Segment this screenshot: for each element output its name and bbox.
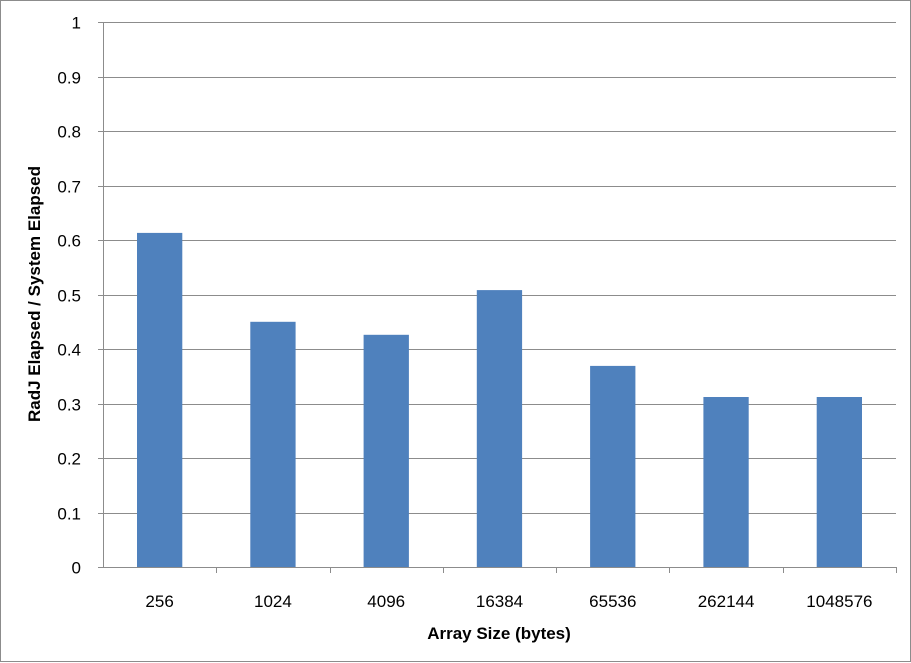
x-tick-label: 262144 xyxy=(698,592,755,611)
y-tick-labels: 0 0.1 0.2 0.3 0.4 0.5 0.6 0.7 0.8 0.9 1 xyxy=(57,14,81,578)
y-tick-label: 0.6 xyxy=(57,232,81,251)
bar-256 xyxy=(137,232,183,567)
y-axis-title: RadJ Elapsed / System Elapsed xyxy=(25,166,44,422)
x-tick-label: 1024 xyxy=(254,592,292,611)
x-axis-title: Array Size (bytes) xyxy=(427,624,571,643)
bar-65536 xyxy=(590,365,636,567)
bar-1048576 xyxy=(816,397,862,567)
y-tick-label: 0.7 xyxy=(57,178,81,197)
x-tick-label: 65536 xyxy=(589,592,636,611)
y-tick-label: 0.2 xyxy=(57,450,81,469)
y-tick-label: 0.1 xyxy=(57,505,81,524)
bar-16384 xyxy=(476,290,523,567)
y-tick-label: 0 xyxy=(72,559,81,578)
x-tick-label: 256 xyxy=(145,592,173,611)
bar-series xyxy=(137,232,862,568)
y-tick-label: 1 xyxy=(72,14,81,33)
y-tick-label: 0.8 xyxy=(57,123,81,142)
y-tick-label: 0.9 xyxy=(57,69,81,88)
bar-1024 xyxy=(250,321,296,568)
x-tick-labels: 256 1024 4096 16384 65536 262144 1048576 xyxy=(145,592,872,611)
y-tick-label: 0.5 xyxy=(57,287,81,306)
x-tick-label: 16384 xyxy=(476,592,523,611)
x-tick-label: 4096 xyxy=(367,592,405,611)
y-tick-label: 0.3 xyxy=(57,396,81,415)
x-tick-label: 1048576 xyxy=(806,592,872,611)
bar-4096 xyxy=(363,334,409,567)
y-tick-label: 0.4 xyxy=(57,341,81,360)
bar-262144 xyxy=(703,397,749,567)
axes xyxy=(98,22,897,573)
